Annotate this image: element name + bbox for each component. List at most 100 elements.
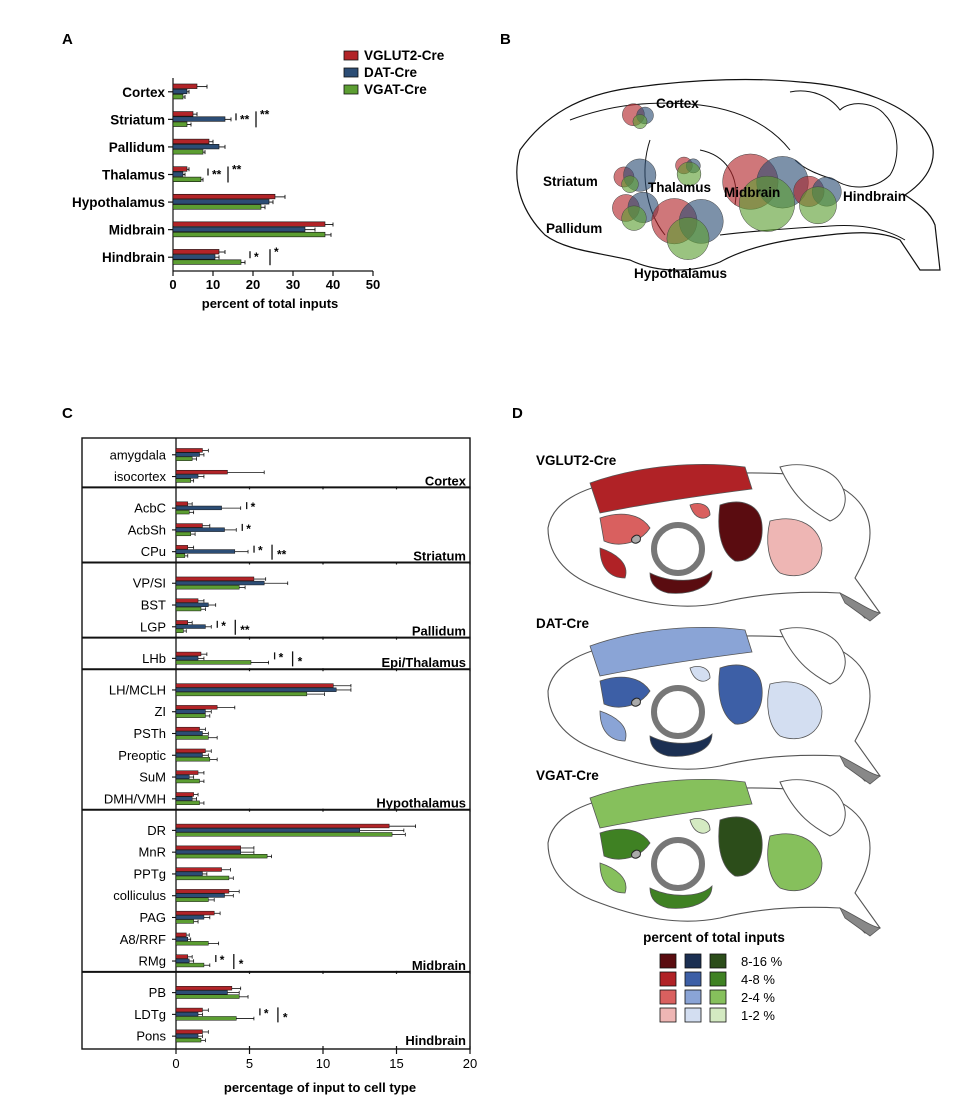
panel-c-x-tick-label: 15 [389, 1056, 403, 1071]
legend-bin-label: 2-4 % [741, 990, 775, 1005]
panel-c-bar-vgat [175, 962, 205, 968]
panel-c-bar-dat [175, 709, 206, 714]
panel-a-bar-vglut2 [172, 193, 276, 200]
panel-a-bar-vgat [172, 94, 184, 100]
panel-d-color-legend: 8-16 % 4-8 % 2-4 % 1-2 % [659, 953, 783, 1023]
panel-c-bar-vglut2 [175, 770, 199, 775]
panel-a-bar-dat [172, 254, 216, 260]
panel-c-category-label: A8/RRF [120, 932, 166, 947]
brain-outline [516, 78, 941, 271]
panel-c-bar-vgat [175, 919, 194, 924]
panel-c-bar-vglut2 [175, 867, 222, 872]
panel-d-brain-maps: VGLUT2-Cre DAT-Cre VGAT-Cre [536, 453, 881, 937]
panel-c-bar-chart: Cortex Striatum Pallidum Epi/Thalamus Hypoth… [81, 437, 477, 1071]
panel-c-group-label: Hypothalamus [376, 796, 466, 811]
panel-c-category-label: DR [147, 823, 166, 838]
panel-c-bar-vgat [175, 691, 308, 697]
panel-c-bar-vglut2 [175, 448, 203, 453]
panel-c-category-label: PPTg [133, 866, 166, 881]
panel-c-bar-vglut2 [175, 598, 199, 603]
brainstem-line [719, 225, 906, 241]
panel-c-bar-dat [175, 828, 360, 833]
panel-a-legend: VGLUT2-Cre DAT-Cre VGAT-Cre [343, 48, 445, 97]
legend-bin-label: 4-8 % [741, 972, 775, 987]
panel-c-group-label: Epi/Thalamus [381, 655, 466, 670]
panel-a-x-tick-label: 0 [169, 277, 176, 292]
panel-a-bar-vglut2 [172, 166, 188, 172]
brain-map-midbrain-region [718, 664, 763, 725]
panel-c-bar-vgat [175, 994, 240, 999]
panel-c-x-tick-label: 5 [246, 1056, 253, 1071]
panel-c-bar-dat [175, 452, 200, 457]
brain-map-pallidum-region [599, 862, 627, 894]
panel-c-sig-marker: * [246, 522, 251, 536]
brain-map-hindbrain-region [767, 681, 823, 740]
panel-c-group-label: Midbrain [412, 958, 466, 973]
panel-c-bar-dat [175, 958, 190, 963]
brain-map-hindbrain-region [767, 833, 823, 892]
brain-map-epithalamus-region [689, 503, 711, 519]
legend-swatch-vglut2-bin [659, 989, 677, 1005]
panel-c-group-label: Hindbrain [405, 1033, 466, 1048]
panel-c-bar-vglut2 [175, 1007, 203, 1013]
panel-c-bar-dat [175, 990, 228, 995]
panel-c-bar-dat [175, 505, 222, 511]
panel-c-bar-vglut2 [175, 683, 334, 688]
panel-a-bar-vglut2 [172, 83, 198, 89]
panel-c-x-tick-label: 10 [316, 1056, 330, 1071]
brain-map-vgat: VGAT-Cre [536, 768, 881, 937]
brain-map-cerebellum [779, 627, 846, 685]
legend-label-vglut2: VGLUT2-Cre [364, 48, 445, 63]
panel-c-bar-vgat [175, 585, 240, 590]
region-label-striatum: Striatum [543, 174, 598, 189]
panel-c-bar-vgat [175, 531, 191, 537]
panel-a-bar-vglut2 [172, 111, 194, 117]
panel-c-bar-vglut2 [175, 823, 390, 829]
panel-c-bar-dat [175, 624, 206, 629]
panel-c-sig-marker: * [251, 500, 256, 514]
panel-c-bar-vglut2 [175, 726, 200, 732]
panel-a-x-tick-label: 50 [366, 277, 380, 292]
legend-label-vgat: VGAT-Cre [364, 82, 427, 97]
panel-c-bar-dat [175, 687, 337, 692]
brain-map-thalamus-ring [651, 837, 705, 891]
legend-swatch-dat-bin [684, 971, 702, 987]
panel-c-sig-marker: * [220, 953, 225, 967]
panel-c-bar-vglut2 [175, 932, 187, 938]
region-label-thalamus: Thalamus [648, 180, 711, 195]
panel-c-bar-vglut2 [175, 792, 194, 797]
panel-c-bar-vgat [175, 735, 209, 740]
panel-c-sig-marker: * [264, 1006, 269, 1020]
brain-map-title: DAT-Cre [536, 616, 589, 631]
panel-c-group-label: Pallidum [412, 624, 466, 639]
panel-a-bar-vglut2 [172, 138, 210, 145]
legend-label-dat: DAT-Cre [364, 65, 417, 80]
panel-a-x-axis-title: percent of total inputs [202, 296, 339, 311]
panel-a-bar-chart: 0 10 20 30 40 50 Cortex Striatum Pallidum Thalamu… [72, 78, 380, 292]
brain-map-landmark-marker [631, 849, 641, 859]
panel-c-category-label: AcbSh [128, 522, 166, 537]
panel-c-bar-vglut2 [175, 620, 189, 625]
panel-c-category-label: RMg [139, 954, 166, 969]
panel-a-x-tick-label: 40 [326, 277, 340, 292]
panel-b-label: B [500, 31, 511, 48]
brain-map-cerebellum [779, 464, 846, 522]
panel-a-category-label: Striatum [110, 112, 165, 127]
brain-map-cortex-region [589, 464, 753, 514]
panel-b-bubble-vgat [632, 114, 648, 129]
panel-c-bar-vgat [175, 606, 202, 612]
panel-c-bar-vglut2 [175, 705, 218, 710]
panel-c-bar-vglut2 [175, 889, 230, 894]
panel-b-bubble-vgat [666, 217, 710, 260]
panel-c-bar-vglut2 [175, 576, 255, 581]
brain-map-dat: DAT-Cre [536, 616, 881, 785]
panel-a-sig-marker: * [254, 250, 259, 264]
panel-c-bar-vgat [175, 660, 252, 665]
panel-c-bar-dat [175, 474, 199, 479]
brain-map-title: VGLUT2-Cre [536, 453, 617, 468]
legend-swatch-vgat-bin [709, 971, 727, 987]
brain-map-thalamus-ring [651, 685, 705, 739]
legend-swatch-vgat-bin [709, 1007, 727, 1023]
brain-map-cortex-region [589, 627, 753, 677]
